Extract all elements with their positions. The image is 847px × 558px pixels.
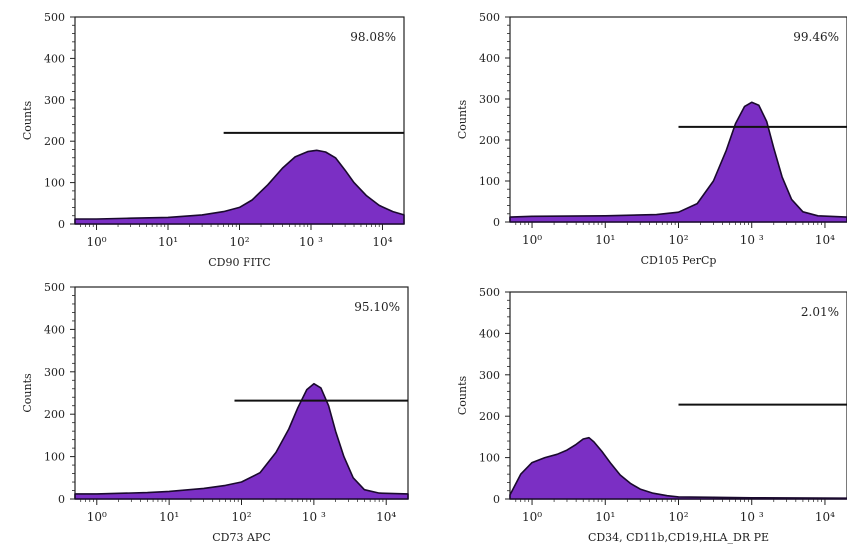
panel-2: 0 100 200 300 400 500 10⁰ 10¹ 10² 10 ³ 10⁴ CD105 Pe… xyxy=(456,11,847,267)
y-tick-label: 100 xyxy=(479,452,500,465)
x-tick-label: 10² xyxy=(231,510,251,524)
y-axis-label: Counts xyxy=(21,101,34,141)
panel-4: 0 100 200 300 400 500 10⁰ 10¹ 10² 10 ³ 10⁴ CD34, CD… xyxy=(456,286,847,544)
y-tick-label: 100 xyxy=(44,451,65,464)
y-tick-label: 300 xyxy=(44,94,65,107)
histogram-area xyxy=(509,436,847,500)
y-tick-label: 200 xyxy=(44,135,65,148)
x-tick-label: 10⁰ xyxy=(87,510,107,524)
gate-percentage-label: 98.08% xyxy=(350,30,396,44)
panel-1: 0 100 200 300 400 500 10⁰ 10¹ 10² 10 ³ 10⁴ CD90 FIT… xyxy=(21,11,405,269)
y-axis-label: Counts xyxy=(21,373,34,413)
y-tick-label: 0 xyxy=(493,493,500,506)
x-axis-label: CD105 PerCp xyxy=(641,254,717,267)
y-tick-label: 400 xyxy=(44,52,65,65)
gate-percentage-label: 2.01% xyxy=(801,305,839,319)
x-tick-label: 10¹ xyxy=(595,510,615,524)
x-tick-label: 10 ³ xyxy=(299,235,323,249)
y-tick-label: 100 xyxy=(44,177,65,190)
x-axis-label: CD90 FITC xyxy=(208,256,270,269)
histogram-area xyxy=(509,101,847,223)
y-tick-label: 300 xyxy=(479,369,500,382)
x-tick-label: 10 ³ xyxy=(740,510,764,524)
gate-percentage-label: 99.46% xyxy=(793,30,839,44)
plot-frame xyxy=(509,16,847,223)
y-tick-label: 0 xyxy=(58,493,65,506)
panel-3: 0 100 200 300 400 500 10⁰ 10¹ 10² 10 ³ 10⁴ CD73 APC… xyxy=(21,281,409,544)
y-tick-label: 400 xyxy=(479,327,500,340)
x-tick-label: 10⁰ xyxy=(522,510,542,524)
plot-frame xyxy=(74,286,409,500)
x-tick-label: 10² xyxy=(229,235,249,249)
x-tick-label: 10⁴ xyxy=(815,233,835,247)
y-tick-label: 500 xyxy=(479,11,500,24)
y-tick-label: 0 xyxy=(58,218,65,231)
histogram-area xyxy=(74,382,409,500)
x-axis-label: CD34, CD11b,CD19,HLA_DR PE xyxy=(588,531,769,544)
y-tick-label: 500 xyxy=(44,11,65,24)
x-tick-label: 10⁴ xyxy=(376,510,396,524)
y-tick-label: 400 xyxy=(44,323,65,336)
y-tick-label: 400 xyxy=(479,52,500,65)
histogram-area xyxy=(74,149,405,225)
y-tick-label: 200 xyxy=(44,408,65,421)
y-tick-label: 500 xyxy=(44,281,65,294)
x-tick-label: 10⁴ xyxy=(372,235,392,249)
y-tick-label: 200 xyxy=(479,410,500,423)
y-axis-label: Counts xyxy=(456,376,469,416)
x-tick-label: 10 ³ xyxy=(740,233,764,247)
gate-percentage-label: 95.10% xyxy=(354,300,400,314)
y-tick-label: 300 xyxy=(44,366,65,379)
y-tick-label: 300 xyxy=(479,93,500,106)
x-tick-label: 10¹ xyxy=(158,235,178,249)
y-axis-label: Counts xyxy=(456,100,469,140)
x-tick-label: 10 ³ xyxy=(302,510,326,524)
x-axis-label: CD73 APC xyxy=(212,531,271,544)
y-tick-label: 200 xyxy=(479,134,500,147)
y-tick-label: 100 xyxy=(479,175,500,188)
y-tick-label: 500 xyxy=(479,286,500,299)
x-tick-label: 10⁰ xyxy=(86,235,106,249)
x-tick-label: 10² xyxy=(668,233,688,247)
x-tick-label: 10¹ xyxy=(159,510,179,524)
y-tick-label: 0 xyxy=(493,216,500,229)
x-tick-label: 10² xyxy=(668,510,688,524)
x-tick-label: 10⁴ xyxy=(815,510,835,524)
x-tick-label: 10⁰ xyxy=(522,233,542,247)
x-tick-label: 10¹ xyxy=(595,233,615,247)
